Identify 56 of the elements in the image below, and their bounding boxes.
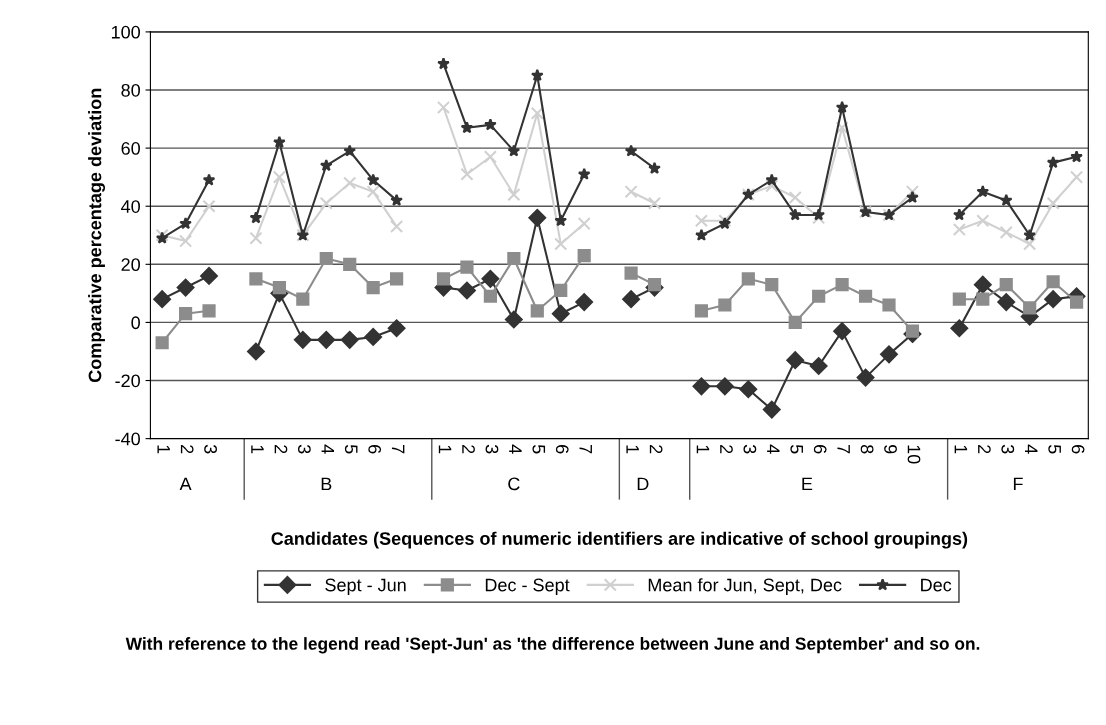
x-tick-label: 3 xyxy=(1001,444,1015,454)
x-tick-label: 10 xyxy=(907,445,921,464)
text: F xyxy=(1013,477,1023,491)
x-tick-label: 3 xyxy=(743,444,757,454)
text: With reference to the legend read 'Sept-Jun' as 'the difference between June and September' and so on. xyxy=(125,637,980,654)
x-tick-label: 4 xyxy=(509,444,522,454)
legend-label: Dec xyxy=(921,578,952,592)
x-tick-label: 1 xyxy=(438,445,452,454)
x-tick-label: 4 xyxy=(1025,444,1038,454)
x-tick-label: 2 xyxy=(180,445,194,454)
text: A xyxy=(179,477,192,491)
x-tick-label: 5 xyxy=(532,444,546,454)
x-tick-label: 7 xyxy=(579,445,592,454)
y-tick-label: 80 xyxy=(121,83,140,97)
x-tick-label: 6 xyxy=(368,445,382,454)
text: B xyxy=(321,477,332,491)
x-tick-label: 2 xyxy=(649,445,663,454)
x-tick-label: 4 xyxy=(321,444,335,454)
x-tick-label: 1 xyxy=(696,445,710,454)
x-tick-label: 1 xyxy=(954,445,968,454)
x-tick-label: 5 xyxy=(790,444,803,454)
x-tick-label: 5 xyxy=(344,444,358,454)
x-tick-label: 3 xyxy=(297,444,311,454)
y-tick-label: 20 xyxy=(121,258,140,272)
y-tick-label: 100 xyxy=(111,25,140,39)
y-axis-title: Comparative percentage deviation xyxy=(88,88,106,383)
text: E xyxy=(802,477,813,491)
x-tick-label: 7 xyxy=(391,445,405,454)
x-tick-label: 2 xyxy=(978,445,991,454)
text: C xyxy=(508,477,520,491)
x-tick-label: 6 xyxy=(1071,445,1085,454)
x-tick-label: 6 xyxy=(555,445,569,454)
y-tick-label: 40 xyxy=(121,200,140,213)
text: D xyxy=(637,477,649,491)
x-tick-label: 1 xyxy=(157,445,170,454)
x-tick-label: 3 xyxy=(204,444,217,454)
x-tick-label: 1 xyxy=(251,445,264,454)
x-tick-label: 3 xyxy=(485,444,499,454)
legend-label: Dec - Sept xyxy=(485,578,570,595)
x-tick-label: 5 xyxy=(1048,444,1061,454)
y-tick-label: 0 xyxy=(131,316,140,330)
x-axis-title: Candidates (Sequences of numeric identifiers are indicative of school groupings) xyxy=(271,531,968,549)
x-tick-label: 2 xyxy=(720,445,733,454)
x-tick-label: 1 xyxy=(626,445,639,454)
x-tick-label: 9 xyxy=(884,445,897,454)
x-tick-label: 2 xyxy=(462,445,475,454)
legend-label: Mean for Jun, Sept, Dec xyxy=(648,578,842,595)
x-tick-label: 8 xyxy=(860,444,874,454)
y-tick-label: -40 xyxy=(115,432,140,446)
y-tick-label: -20 xyxy=(115,374,140,388)
legend-label: Sept - Jun xyxy=(325,578,406,595)
x-tick-label: 2 xyxy=(274,445,288,454)
y-tick-label: 60 xyxy=(121,142,140,155)
x-tick-label: 6 xyxy=(813,445,827,454)
x-tick-label: 4 xyxy=(767,444,780,454)
x-tick-label: 7 xyxy=(837,445,850,454)
